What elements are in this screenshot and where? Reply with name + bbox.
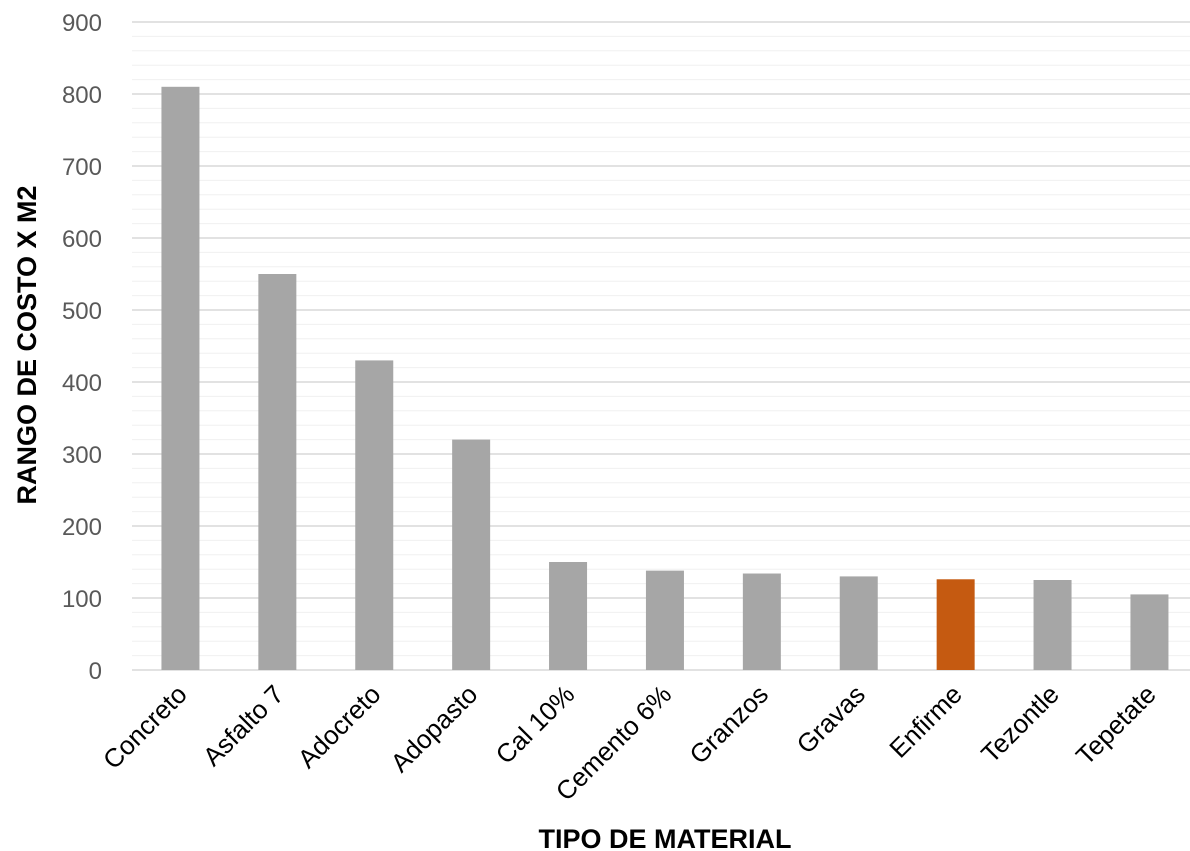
bar-adopasto <box>452 439 491 670</box>
bar-tezontle <box>1033 580 1072 670</box>
x-tick-label-granzos: Granzos <box>683 679 774 770</box>
y-tick-label-700: 700 <box>62 154 102 181</box>
bar-cemento-6 <box>645 570 684 670</box>
x-axis-title: TIPO DE MATERIAL <box>539 824 792 851</box>
x-tick-label-tepetate: Tepetate <box>1070 679 1162 771</box>
bar-gravas <box>839 576 878 670</box>
x-tick-label-adocreto: Adocreto <box>292 679 387 774</box>
x-tick-label-adopasto: Adopasto <box>384 679 483 778</box>
bar-cal-10 <box>549 562 588 670</box>
y-tick-label-200: 200 <box>62 514 102 541</box>
y-tick-label-0: 0 <box>89 658 102 685</box>
bar-tepetate <box>1130 594 1169 670</box>
y-tick-label-500: 500 <box>62 298 102 325</box>
bar-asfalto-7 <box>258 274 297 670</box>
bar-enfirme <box>936 579 975 670</box>
minor-gridlines <box>132 35 1190 657</box>
x-tick-label-enfirme: Enfirme <box>883 679 968 764</box>
y-axis-title: RANGO DE COSTO X M2 <box>12 185 42 504</box>
x-tick-label-gravas: Gravas <box>791 679 871 759</box>
x-tick-label-cal-10: Cal 10% <box>490 679 581 770</box>
x-tick-label-asfalto-7: Asfalto 7 <box>197 679 290 772</box>
y-axis-tick-labels: 0 100 200 300 400 500 600 700 800 900 <box>62 10 102 685</box>
x-tick-label-tezontle: Tezontle <box>975 679 1065 769</box>
y-tick-label-900: 900 <box>62 10 102 37</box>
y-tick-label-400: 400 <box>62 370 102 397</box>
y-tick-label-600: 600 <box>62 226 102 253</box>
bar-adocreto <box>355 360 394 670</box>
y-tick-label-100: 100 <box>62 586 102 613</box>
y-tick-label-800: 800 <box>62 82 102 109</box>
x-tick-label-concreto: Concreto <box>97 679 193 775</box>
bars <box>161 86 1169 671</box>
bar-concreto <box>161 86 200 671</box>
bar-granzos <box>742 573 781 670</box>
y-tick-label-300: 300 <box>62 442 102 469</box>
